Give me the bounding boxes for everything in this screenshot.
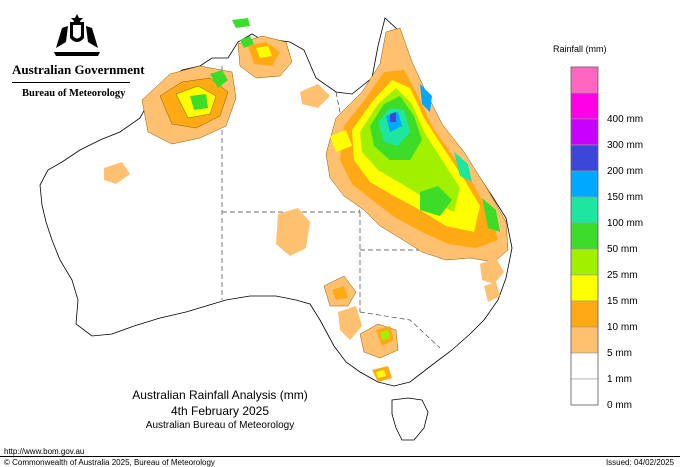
legend-label: 10 mm bbox=[607, 322, 638, 333]
legend-swatch bbox=[570, 92, 599, 120]
issued-date: Issued: 04/02/2025 bbox=[605, 458, 674, 467]
legend-swatch bbox=[570, 66, 599, 94]
copyright-notice: © Commonwealth of Australia 2025, Bureau… bbox=[4, 458, 215, 467]
legend-label: 1 mm bbox=[607, 374, 632, 385]
legend-border bbox=[570, 66, 599, 406]
legend-swatch bbox=[570, 222, 599, 250]
legend-label: 200 mm bbox=[607, 166, 644, 177]
rainfall-top-end bbox=[232, 18, 330, 108]
legend-swatch bbox=[570, 248, 599, 276]
tasmania-outline bbox=[391, 397, 429, 441]
government-name: Australian Government bbox=[12, 62, 145, 77]
legend-swatch bbox=[570, 144, 599, 172]
map-source: Australian Bureau of Meteorology bbox=[145, 420, 295, 431]
bureau-name: Bureau of Meteorology bbox=[22, 88, 126, 99]
legend-swatch bbox=[570, 326, 599, 354]
website-link[interactable]: http://www.bom.gov.au bbox=[4, 447, 85, 456]
footer-divider bbox=[0, 456, 680, 457]
map-title: Australian Rainfall Analysis (mm) bbox=[132, 388, 308, 402]
legend-label: 100 mm bbox=[607, 218, 644, 229]
legend-label: 0 mm bbox=[607, 400, 632, 411]
legend-swatch bbox=[570, 300, 599, 328]
legend-label: 150 mm bbox=[607, 192, 644, 203]
legend-swatch bbox=[570, 274, 599, 302]
legend-label: 5 mm bbox=[607, 348, 632, 359]
header-divider bbox=[12, 82, 130, 83]
legend-swatch bbox=[570, 118, 599, 146]
rainfall-scattered bbox=[104, 162, 504, 382]
rainfall-queensland bbox=[325, 27, 509, 263]
legend-swatch bbox=[570, 196, 599, 224]
coat-of-arms-icon bbox=[54, 14, 100, 56]
legend-swatch bbox=[570, 378, 599, 406]
legend-label: 300 mm bbox=[607, 140, 644, 151]
legend-label: 400 mm bbox=[607, 114, 644, 125]
rainfall-kimberley bbox=[141, 65, 237, 145]
map-date: 4th February 2025 bbox=[170, 404, 270, 418]
legend-label: 25 mm bbox=[607, 270, 638, 281]
legend-swatch bbox=[570, 170, 599, 198]
legend-label: 50 mm bbox=[607, 244, 638, 255]
legend-swatch bbox=[570, 352, 599, 380]
legend-label: 15 mm bbox=[607, 296, 638, 307]
map-title-block: Australian Rainfall Analysis (mm) 4th Fe… bbox=[130, 387, 310, 432]
legend-title: Rainfall (mm) bbox=[553, 44, 607, 54]
